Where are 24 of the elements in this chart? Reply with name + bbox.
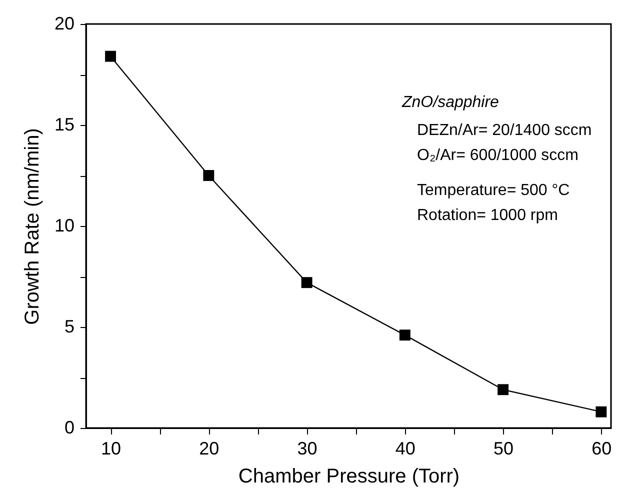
y-tick-label: 0 bbox=[64, 418, 74, 438]
x-tick-label: 50 bbox=[494, 438, 514, 458]
x-tick-label: 20 bbox=[199, 438, 220, 458]
annotation: Temperature= 500 °C bbox=[417, 182, 570, 199]
x-axis-title: Chamber Pressure (Torr) bbox=[238, 466, 460, 488]
point bbox=[498, 384, 509, 396]
x-tick-label: 30 bbox=[297, 438, 318, 458]
annotation: DEZn/Ar= 20/1400 sccm bbox=[417, 122, 592, 139]
point bbox=[596, 406, 607, 418]
point bbox=[203, 170, 214, 181]
y-axis-title: Growth Rate (nm/min) bbox=[21, 128, 44, 325]
y-tick-label: 15 bbox=[54, 114, 74, 134]
point bbox=[301, 277, 312, 288]
annotation: Rotation= 1000 rpm bbox=[417, 207, 558, 224]
y-tick-label: 5 bbox=[64, 316, 74, 336]
x-tick-label: 60 bbox=[592, 438, 612, 458]
point bbox=[105, 50, 116, 62]
y-tick-label: 20 bbox=[54, 14, 74, 34]
annotation: O₂/Ar= 600/1000 sccm bbox=[417, 147, 578, 164]
annotation: ZnO/sapphire bbox=[401, 94, 500, 111]
x-tick-label: 10 bbox=[101, 438, 122, 458]
point bbox=[399, 330, 410, 341]
y-tick-label: 10 bbox=[54, 216, 74, 236]
x-tick-label: 40 bbox=[395, 438, 416, 458]
